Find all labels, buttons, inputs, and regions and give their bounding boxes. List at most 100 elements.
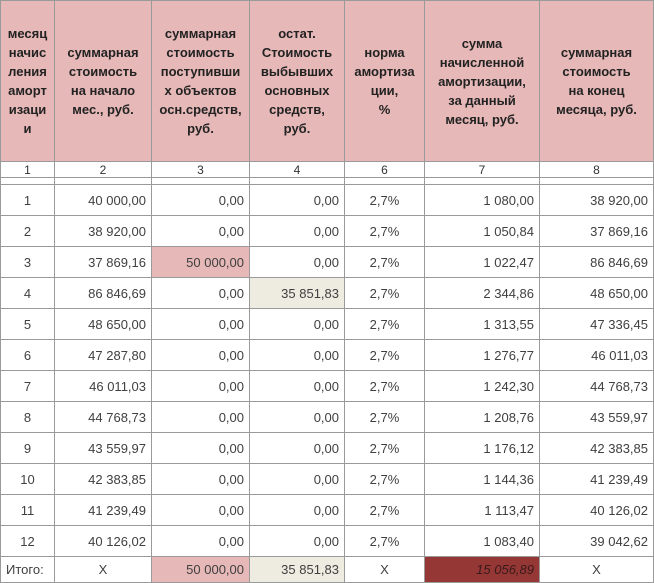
table-cell: 11 (0, 495, 55, 526)
table-cell: 41 239,49 (540, 464, 654, 495)
header-line: и (23, 121, 32, 136)
header-line: руб. (283, 121, 311, 136)
table-cell: 39 042,62 (540, 526, 654, 557)
table-cell: 0,00 (152, 185, 250, 216)
header-line: изаци (8, 102, 47, 117)
table-cell: 2 344,86 (425, 278, 540, 309)
table-cell: 1 050,84 (425, 216, 540, 247)
table-cell: 1 (0, 185, 55, 216)
table-cell: 0,00 (250, 340, 345, 371)
column-number: 4 (250, 162, 345, 178)
header-line: начис (8, 45, 47, 60)
table-cell: 0,00 (250, 495, 345, 526)
table-cell: 86 846,69 (55, 278, 152, 309)
table-cell: 37 869,16 (55, 247, 152, 278)
spacer (345, 178, 425, 185)
table-cell: 3 (0, 247, 55, 278)
table-cell: 42 383,85 (540, 433, 654, 464)
table-cell: 35 851,83 (250, 278, 345, 309)
table-cell: 7 (0, 371, 55, 402)
header-cell: сумма начисленной амортизации, за данный мес… (425, 0, 540, 162)
table-cell: 1 276,77 (425, 340, 540, 371)
table-cell: 48 650,00 (540, 278, 654, 309)
table-cell: 4 (0, 278, 55, 309)
spacer (55, 178, 152, 185)
table-cell: 0,00 (250, 433, 345, 464)
header-line: суммарная (560, 45, 633, 60)
column-number: 2 (55, 162, 152, 178)
table-cell: 0,00 (152, 526, 250, 557)
table-cell: 47 287,80 (55, 340, 152, 371)
header-line: месяц (7, 26, 48, 41)
table-cell: 2,7% (345, 495, 425, 526)
table-cell: 1 144,36 (425, 464, 540, 495)
header-line: ции, (370, 83, 399, 98)
table-cell: 2,7% (345, 526, 425, 557)
table-cell: 0,00 (152, 371, 250, 402)
column-number: 6 (345, 162, 425, 178)
table-cell: 50 000,00 (152, 247, 250, 278)
table-cell: 1 313,55 (425, 309, 540, 340)
header-line: аморт (8, 83, 47, 98)
header-line: Стоимость (261, 45, 333, 60)
header-line: стоимость (166, 45, 235, 60)
column-number: 1 (0, 162, 55, 178)
table-cell: 2,7% (345, 433, 425, 464)
table-cell: 2,7% (345, 402, 425, 433)
total-cell: Х (55, 557, 152, 583)
table-cell: 46 011,03 (55, 371, 152, 402)
table-cell: 2,7% (345, 309, 425, 340)
table-cell: 0,00 (250, 371, 345, 402)
table-cell: 37 869,16 (540, 216, 654, 247)
header-line: стоимость (68, 64, 138, 79)
header-line: средств, (269, 102, 325, 117)
header-line: суммарная (164, 26, 237, 41)
table-cell: 0,00 (250, 216, 345, 247)
table-cell: 2,7% (345, 247, 425, 278)
spacer (0, 178, 55, 185)
spacer (540, 178, 654, 185)
table-cell: 0,00 (152, 464, 250, 495)
table-cell: 0,00 (250, 526, 345, 557)
table-cell: 6 (0, 340, 55, 371)
table-cell: 1 022,47 (425, 247, 540, 278)
table-cell: 44 768,73 (540, 371, 654, 402)
table-cell: 0,00 (152, 402, 250, 433)
header-cell: месяц начис ления аморт изаци и (0, 0, 55, 162)
table-cell: 1 176,12 (425, 433, 540, 464)
header-line: стоимость (562, 64, 631, 79)
table-cell: 1 208,76 (425, 402, 540, 433)
header-line: на конец (568, 83, 625, 98)
total-cell: 15 056,89 (425, 557, 540, 583)
table-cell: 0,00 (152, 340, 250, 371)
header-line: за данный (448, 92, 516, 108)
spacer (250, 178, 345, 185)
table-cell: 1 242,30 (425, 371, 540, 402)
header-line: выбывших (260, 64, 334, 79)
header-line: мес., руб. (72, 102, 134, 117)
table-cell: 0,00 (250, 464, 345, 495)
header-line: амортизации, (438, 73, 526, 89)
header-line: норма (364, 45, 405, 60)
table-cell: 40 126,02 (55, 526, 152, 557)
table-cell: 0,00 (250, 402, 345, 433)
column-number: 3 (152, 162, 250, 178)
table-cell: 0,00 (152, 495, 250, 526)
table-cell: 46 011,03 (540, 340, 654, 371)
table-cell: 2,7% (345, 278, 425, 309)
total-cell: Х (540, 557, 654, 583)
table-cell: 48 650,00 (55, 309, 152, 340)
table-cell: 1 113,47 (425, 495, 540, 526)
header-cell: норма амортиза ции,% (345, 0, 425, 162)
total-cell: 35 851,83 (250, 557, 345, 583)
total-cell: 50 000,00 (152, 557, 250, 583)
header-line: ления (8, 64, 47, 79)
header-cell: суммарная стоимость на конец месяца, руб. (540, 0, 654, 162)
spacer (425, 178, 540, 185)
header-line: остат. (278, 26, 316, 41)
header-line: амортиза (354, 64, 415, 79)
table-cell: 0,00 (152, 433, 250, 464)
table-cell: 2,7% (345, 371, 425, 402)
header-line: % (378, 102, 391, 117)
